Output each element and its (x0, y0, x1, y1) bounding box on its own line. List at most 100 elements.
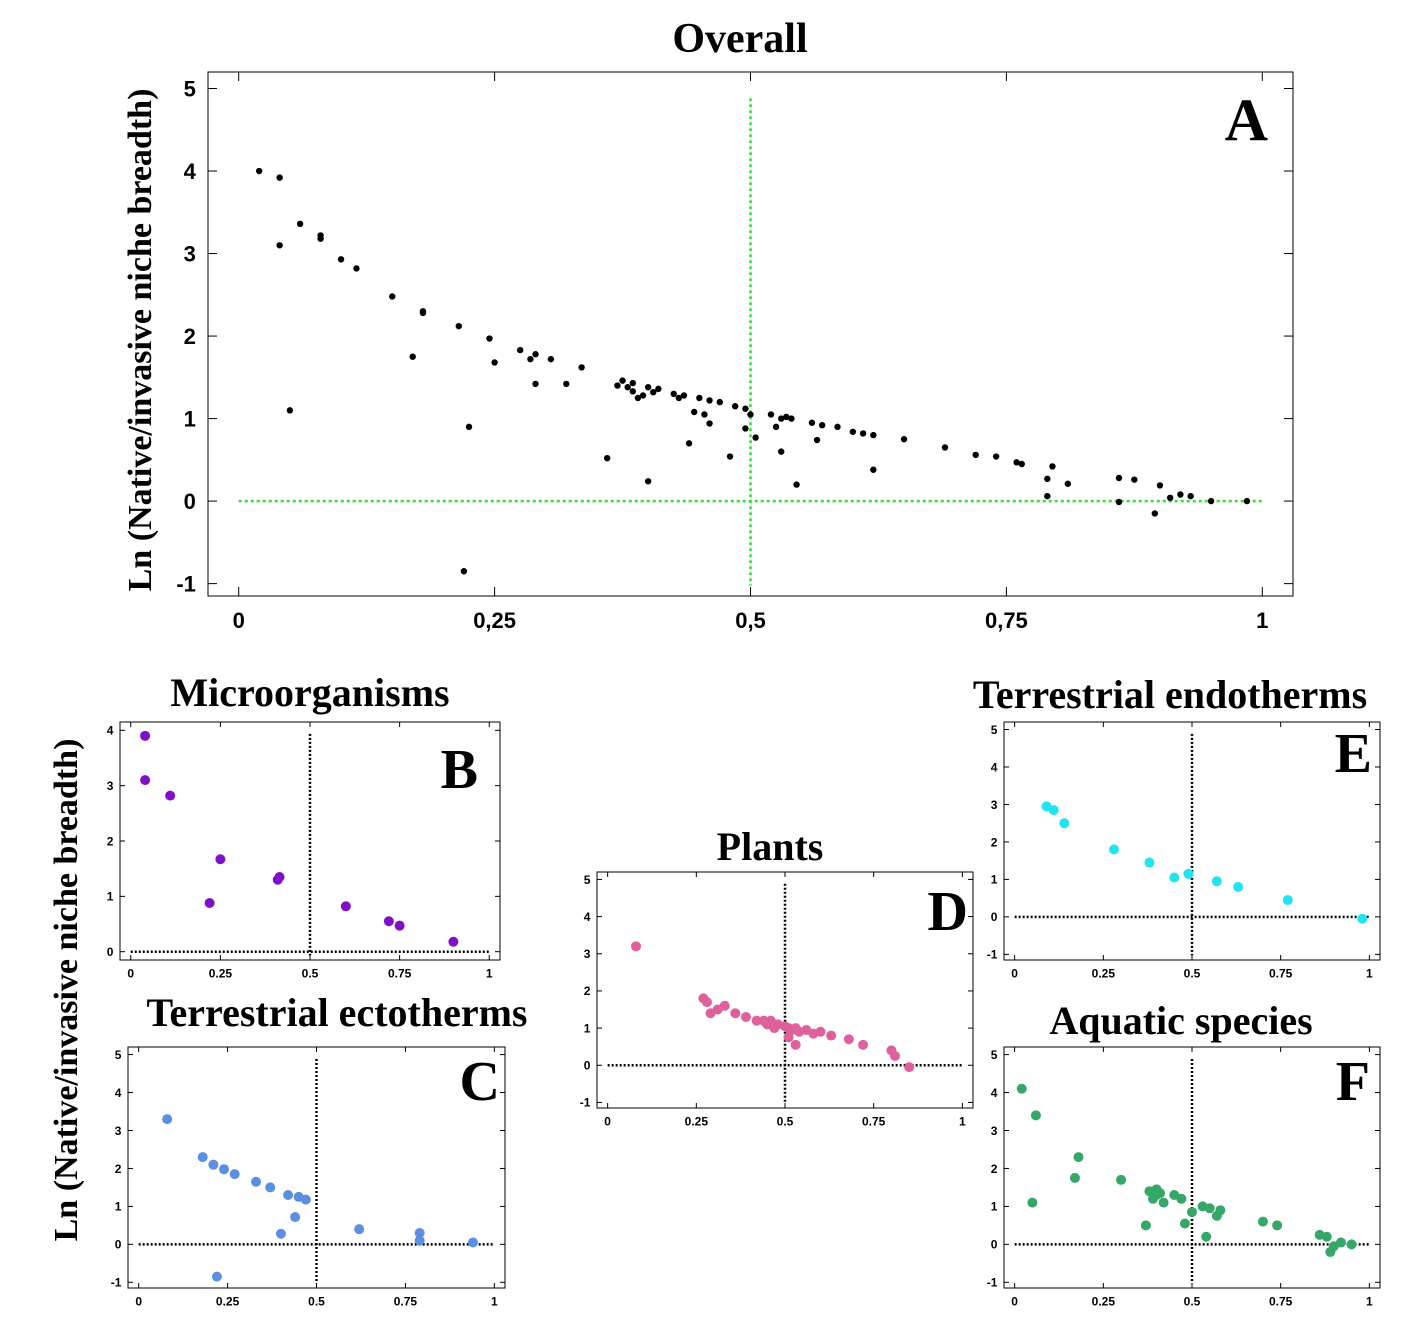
data-point (644, 478, 652, 485)
data-point (614, 382, 621, 389)
panel-letter: F (1336, 1051, 1370, 1113)
data-point (394, 920, 405, 931)
data-point (696, 394, 703, 402)
y-tick-label: 3 (991, 1124, 998, 1138)
data-point (1158, 1197, 1169, 1208)
y-tick-label: 0 (584, 1059, 591, 1073)
data-point (619, 377, 626, 384)
data-point (1177, 491, 1184, 498)
data-point (1108, 844, 1119, 855)
data-point (255, 167, 263, 175)
data-point (650, 388, 657, 396)
data-point (1243, 497, 1251, 505)
data-point (204, 897, 215, 908)
y-tick-label: 1 (584, 1021, 591, 1035)
x-tick-label: 0.5 (777, 1114, 794, 1128)
data-point (300, 1194, 311, 1205)
data-point (1211, 876, 1222, 887)
data-point (208, 1159, 219, 1170)
data-point (783, 1032, 794, 1043)
y-tick-label: -1 (176, 572, 196, 597)
panel-title: Overall (672, 16, 807, 62)
x-tick-label: 0.5 (308, 1294, 325, 1308)
data-point (716, 398, 723, 406)
data-point (1169, 872, 1180, 883)
data-point (532, 380, 539, 388)
data-point (419, 308, 427, 315)
y-tick-label: 2 (107, 834, 114, 848)
data-point (1357, 913, 1368, 924)
x-tick-label: 0,75 (985, 608, 1028, 633)
data-point (1027, 1197, 1038, 1208)
data-point (578, 364, 585, 371)
data-point (752, 434, 759, 441)
data-point (460, 568, 468, 575)
y-tick-label: -1 (987, 1276, 998, 1290)
data-point (685, 440, 693, 447)
data-point (740, 1011, 751, 1022)
data-point (813, 436, 821, 444)
y-tick-label: 4 (991, 760, 998, 774)
data-point (547, 355, 555, 363)
data-point (818, 421, 826, 429)
data-point (730, 1008, 741, 1019)
data-point (197, 1152, 208, 1163)
data-point (826, 1030, 837, 1041)
x-tick-label: 0.75 (862, 1114, 886, 1128)
data-point (815, 1026, 826, 1037)
data-point (1204, 1203, 1215, 1214)
data-point (276, 174, 283, 181)
y-tick-label: 1 (107, 890, 114, 904)
data-point (941, 444, 949, 451)
data-point (644, 384, 652, 391)
data-point (1016, 1083, 1027, 1094)
data-point (1183, 868, 1194, 879)
data-point (767, 411, 775, 418)
panels: Overall A 0 0,25 0,5 0,75 1 -1 0 1 2 3 4 5 Microorgani… (107, 16, 1381, 1308)
data-point (849, 428, 857, 435)
data-point (467, 1237, 478, 1248)
y-tick-label: 0 (107, 945, 114, 959)
y-axis-label-top: Ln (Native/invasive niche breadth) (122, 89, 159, 592)
data-point (904, 1062, 915, 1073)
data-point (1013, 459, 1020, 466)
data-point (563, 380, 570, 388)
data-point (1044, 492, 1051, 500)
data-point (317, 232, 324, 239)
x-tick-label: 0 (1011, 1294, 1018, 1308)
data-point (211, 1271, 222, 1282)
data-point (870, 431, 877, 439)
data-point (772, 423, 780, 431)
data-point (1179, 1218, 1190, 1229)
data-point (719, 1000, 730, 1011)
x-tick-label: 1 (1256, 608, 1268, 633)
data-point (1176, 1193, 1187, 1204)
x-tick-label: 0 (135, 1294, 142, 1308)
y-tick-label: 5 (991, 1048, 998, 1062)
data-point (140, 730, 151, 741)
data-point (655, 385, 662, 393)
y-tick-label: -1 (580, 1096, 591, 1110)
panel-letter: B (441, 739, 478, 801)
panel-title: Aquatic species (1049, 998, 1312, 1043)
y-tick-label: 2 (991, 835, 998, 849)
data-point (900, 436, 908, 443)
data-point (296, 220, 304, 228)
x-tick-label: 0 (1011, 966, 1018, 980)
x-tick-label: 1 (959, 1114, 966, 1128)
data-point (778, 448, 785, 455)
data-point (1115, 474, 1123, 482)
data-point (889, 1050, 900, 1061)
y-axis-label-bottom: Ln (Native/invasive niche breadth) (48, 739, 85, 1242)
y-tick-label: 2 (184, 324, 196, 349)
data-point (603, 454, 611, 462)
x-tick-label: 0,25 (473, 608, 516, 633)
data-point (286, 407, 294, 414)
data-point (1156, 482, 1164, 489)
data-point (1207, 497, 1215, 505)
panel-title: Microorganisms (170, 670, 449, 715)
data-point (742, 405, 749, 412)
data-point (1257, 1216, 1268, 1227)
y-tick-label: 4 (115, 1086, 122, 1100)
data-point (1187, 492, 1194, 500)
